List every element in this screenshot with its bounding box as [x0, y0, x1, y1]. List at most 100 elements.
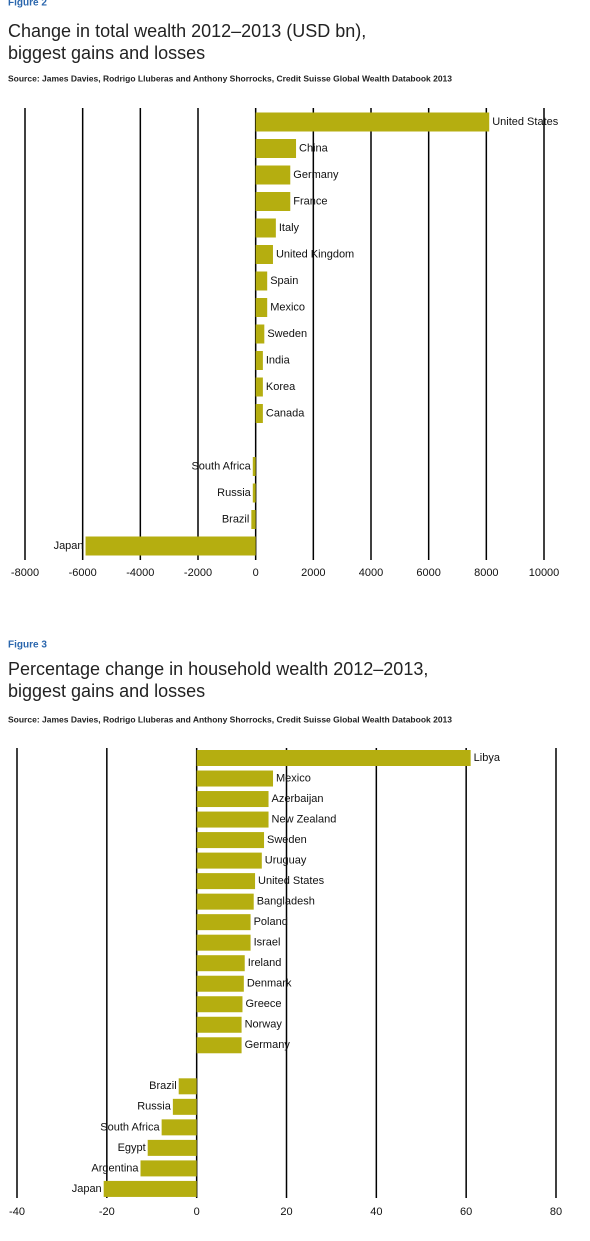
category-label: Germany — [293, 169, 339, 181]
category-label: Poland — [254, 916, 288, 928]
bar — [161, 1119, 197, 1136]
bar — [196, 750, 471, 766]
category-label: Bangladesh — [257, 896, 315, 908]
bar — [140, 1160, 197, 1177]
bar — [196, 934, 251, 951]
bar — [172, 1098, 197, 1115]
category-label: South Africa — [100, 1121, 160, 1133]
x-tick-label: -8000 — [11, 567, 39, 579]
category-label: Israel — [254, 937, 281, 949]
category-label: Spain — [270, 275, 298, 287]
category-label: Mexico — [270, 301, 305, 313]
category-label: Sweden — [267, 328, 307, 340]
bar — [85, 536, 256, 556]
x-tick-label: 20 — [280, 1206, 292, 1218]
x-tick-label: 60 — [460, 1206, 472, 1218]
category-label: United States — [258, 875, 325, 887]
x-tick-label: 80 — [550, 1206, 562, 1218]
bar — [196, 1037, 242, 1054]
bar — [196, 955, 245, 972]
bar — [196, 996, 243, 1013]
category-label: Denmark — [247, 978, 292, 990]
category-label: Germany — [245, 1039, 291, 1051]
category-label: Uruguay — [265, 855, 307, 867]
category-label: Russia — [217, 487, 252, 499]
bar — [255, 324, 265, 344]
bar — [251, 510, 256, 529]
bar — [196, 975, 244, 992]
bar — [255, 351, 263, 370]
bar — [255, 404, 263, 423]
category-label: Argentina — [91, 1162, 139, 1174]
category-label: China — [299, 142, 329, 154]
category-label: New Zealand — [272, 813, 337, 825]
chart-title: biggest gains and losses — [8, 43, 205, 63]
category-label: India — [266, 354, 291, 366]
x-tick-label: 0 — [253, 567, 259, 579]
chart-title: Change in total wealth 2012–2013 (USD bn… — [8, 21, 366, 41]
category-label: Korea — [266, 381, 296, 393]
category-label: United Kingdom — [276, 248, 354, 260]
chart-title: Percentage change in household wealth 20… — [8, 659, 428, 679]
category-label: Russia — [137, 1101, 172, 1113]
bar — [255, 271, 268, 291]
bar — [196, 811, 269, 828]
bar — [196, 873, 256, 890]
chart-title: biggest gains and losses — [8, 681, 205, 701]
chart-source: Source: James Davies, Rodrigo Lluberas a… — [8, 714, 452, 724]
bar — [255, 192, 291, 211]
x-tick-label: 10000 — [529, 567, 560, 579]
bar — [103, 1180, 197, 1197]
x-tick-label: 0 — [194, 1206, 200, 1218]
bar — [196, 832, 265, 849]
bar — [255, 139, 297, 158]
category-label: Italy — [279, 222, 300, 234]
category-label: Mexico — [276, 772, 311, 784]
category-label: Canada — [266, 407, 305, 419]
category-label: United States — [492, 116, 559, 128]
figure-label: Figure 3 — [8, 640, 47, 651]
figure-label: Figure 2 — [8, 0, 47, 9]
bar — [196, 791, 269, 808]
bar — [255, 245, 273, 264]
bar — [196, 1016, 242, 1033]
x-tick-label: 4000 — [359, 567, 383, 579]
category-label: Japan — [72, 1183, 102, 1195]
x-tick-label: -2000 — [184, 567, 212, 579]
category-label: Sweden — [267, 834, 307, 846]
category-label: Brazil — [222, 513, 250, 525]
bar — [255, 298, 268, 317]
bar — [255, 377, 263, 397]
category-label: France — [293, 195, 327, 207]
x-tick-label: -40 — [9, 1206, 25, 1218]
chart-source: Source: James Davies, Rodrigo Lluberas a… — [8, 73, 452, 83]
bar — [196, 770, 274, 787]
x-tick-label: -6000 — [69, 567, 97, 579]
x-tick-label: -4000 — [126, 567, 154, 579]
category-label: Egypt — [118, 1142, 146, 1154]
bar — [255, 165, 291, 185]
bar — [196, 914, 251, 931]
x-tick-label: -20 — [99, 1206, 115, 1218]
category-label: Brazil — [149, 1080, 177, 1092]
bar — [178, 1078, 197, 1095]
category-label: Azerbaijan — [272, 793, 324, 805]
bar — [255, 112, 490, 132]
bar — [252, 483, 256, 503]
bar — [196, 852, 262, 869]
category-label: South Africa — [191, 460, 251, 472]
x-tick-label: 2000 — [301, 567, 325, 579]
x-tick-label: 40 — [370, 1206, 382, 1218]
category-label: Libya — [474, 752, 501, 764]
category-label: Norway — [245, 1019, 283, 1031]
category-label: Greece — [245, 998, 281, 1010]
bar — [196, 893, 254, 910]
x-tick-label: 8000 — [474, 567, 498, 579]
bar — [252, 457, 256, 476]
bar — [255, 218, 276, 238]
category-label: Ireland — [248, 957, 282, 969]
x-tick-label: 6000 — [416, 567, 440, 579]
category-label: Japan — [54, 540, 84, 552]
bar — [147, 1139, 197, 1156]
